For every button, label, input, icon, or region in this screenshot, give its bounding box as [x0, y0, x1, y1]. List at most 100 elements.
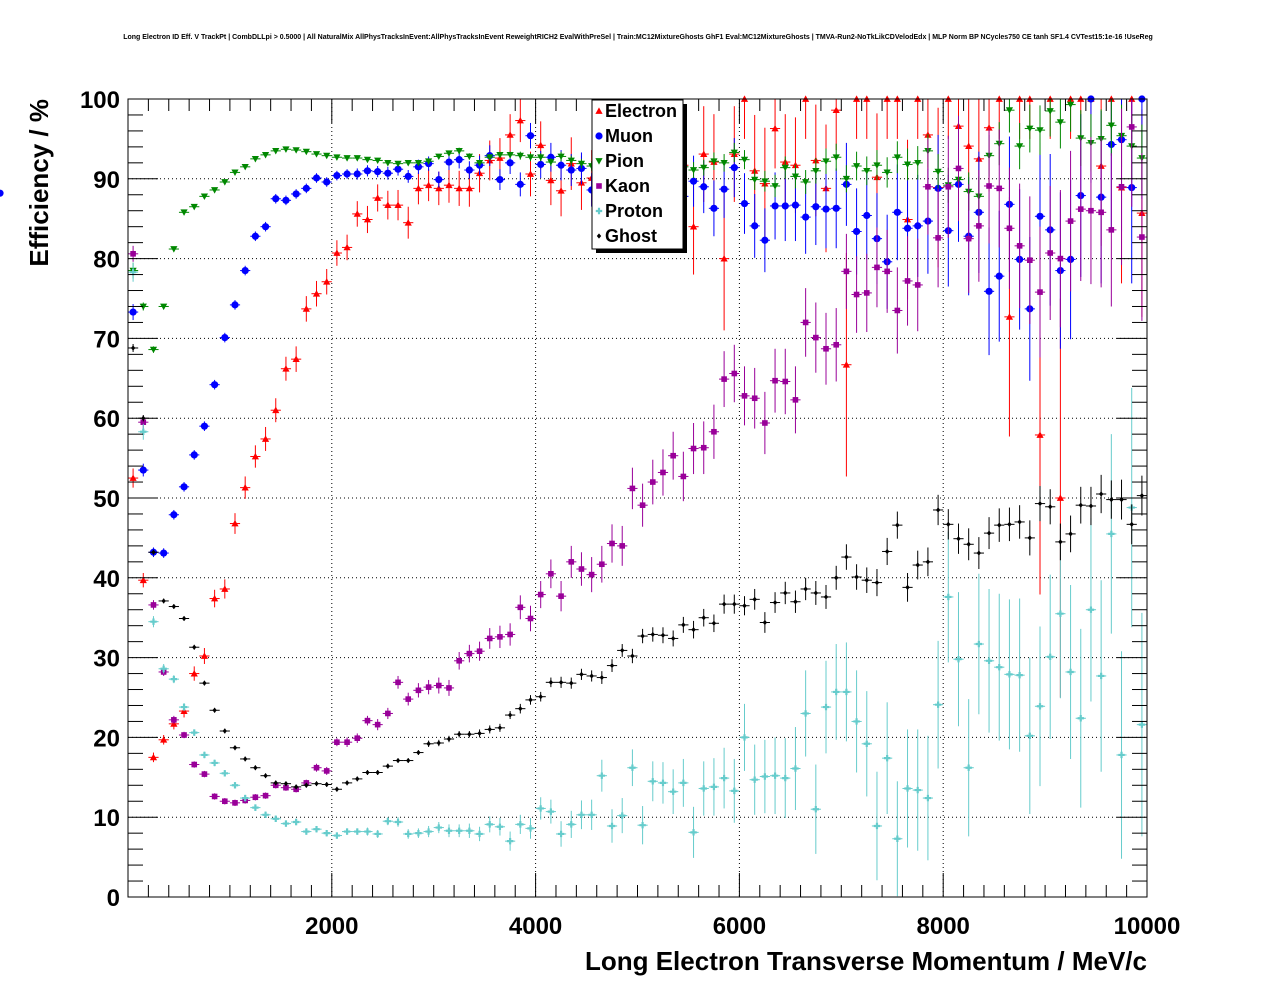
data-point	[200, 422, 209, 430]
data-point	[517, 821, 524, 828]
data-point	[404, 172, 412, 181]
data-point	[568, 559, 575, 565]
data-point	[466, 827, 473, 834]
data-point	[771, 183, 779, 190]
data-point	[781, 202, 789, 210]
data-point	[772, 377, 778, 384]
data-point	[813, 334, 819, 341]
data-point	[783, 590, 788, 596]
data-point	[353, 170, 361, 178]
data-point	[0, 189, 4, 197]
data-point	[844, 554, 849, 560]
data-point	[272, 147, 280, 155]
data-point	[893, 208, 901, 216]
data-point	[160, 665, 167, 672]
data-point	[343, 243, 351, 251]
data-point	[710, 783, 718, 791]
data-point	[253, 765, 258, 771]
data-point	[374, 168, 382, 176]
data-point	[730, 164, 738, 172]
data-point	[700, 150, 708, 157]
data-point	[517, 604, 524, 611]
data-point	[832, 106, 840, 114]
data-point	[312, 174, 321, 182]
data-point	[700, 785, 707, 792]
x-tick-label: 6000	[713, 913, 766, 940]
data-point	[406, 757, 411, 764]
data-point	[711, 620, 717, 626]
data-point	[548, 679, 554, 685]
data-point	[465, 153, 473, 161]
data-point	[272, 406, 280, 414]
data-point	[363, 215, 372, 223]
data-point	[537, 154, 545, 161]
axis-ticks-layer: 2000 4000 6000 8000 10000 0 10 20 30 40 50 60 70 80 90…	[80, 87, 1180, 940]
data-point	[497, 725, 503, 731]
data-point	[670, 452, 676, 459]
data-point	[404, 219, 412, 226]
data-point	[516, 180, 524, 188]
data-point	[822, 158, 830, 165]
data-point	[834, 575, 839, 581]
data-point	[190, 203, 198, 211]
data-point	[690, 829, 697, 836]
data-point	[1036, 212, 1044, 220]
data-point	[710, 158, 718, 165]
data-point	[455, 156, 463, 164]
data-point	[180, 483, 188, 491]
data-point	[965, 764, 972, 771]
data-point	[446, 736, 452, 742]
data-point	[232, 800, 238, 806]
data-point	[475, 159, 484, 167]
data-point	[180, 703, 188, 711]
data-point	[853, 291, 860, 298]
data-point	[222, 728, 228, 734]
data-point	[374, 721, 381, 728]
data-point	[915, 562, 920, 568]
data-point	[1016, 143, 1024, 150]
data-point	[721, 601, 727, 607]
data-point	[496, 151, 504, 159]
data-point	[394, 165, 402, 173]
data-point	[903, 161, 912, 169]
data-point	[791, 173, 800, 181]
data-point	[415, 829, 422, 837]
data-point	[903, 224, 912, 232]
y-tick-label: 10	[93, 805, 120, 832]
data-point	[741, 393, 748, 399]
data-point	[895, 522, 900, 528]
data-point	[516, 116, 524, 124]
data-point	[171, 603, 177, 610]
y-tick-label: 70	[93, 326, 120, 353]
data-point	[986, 530, 992, 536]
data-point	[689, 167, 698, 174]
data-point	[171, 717, 177, 723]
y-tick-label: 40	[93, 566, 120, 593]
data-point	[660, 632, 666, 638]
data-point	[1128, 124, 1135, 130]
data-point	[996, 185, 1003, 192]
data-point	[1005, 107, 1014, 114]
data-point	[762, 619, 768, 626]
data-point	[414, 184, 423, 192]
data-point	[1056, 494, 1064, 501]
data-point	[261, 435, 270, 442]
data-point	[343, 828, 351, 835]
data-point	[435, 175, 443, 184]
data-point	[589, 673, 594, 679]
x-tick-label: 2000	[305, 913, 358, 940]
data-point	[435, 153, 443, 161]
data-point	[1108, 227, 1115, 233]
data-point	[1077, 715, 1084, 722]
data-point	[455, 827, 463, 834]
legend-label-muon: Muon	[605, 126, 653, 146]
data-point	[365, 769, 370, 776]
y-tick-label: 80	[93, 247, 120, 274]
data-point	[140, 428, 147, 435]
data-point	[874, 264, 880, 271]
data-point	[150, 618, 157, 625]
data-point	[344, 739, 350, 745]
data-point	[629, 485, 636, 492]
data-point	[395, 679, 401, 686]
data-point	[569, 680, 574, 686]
